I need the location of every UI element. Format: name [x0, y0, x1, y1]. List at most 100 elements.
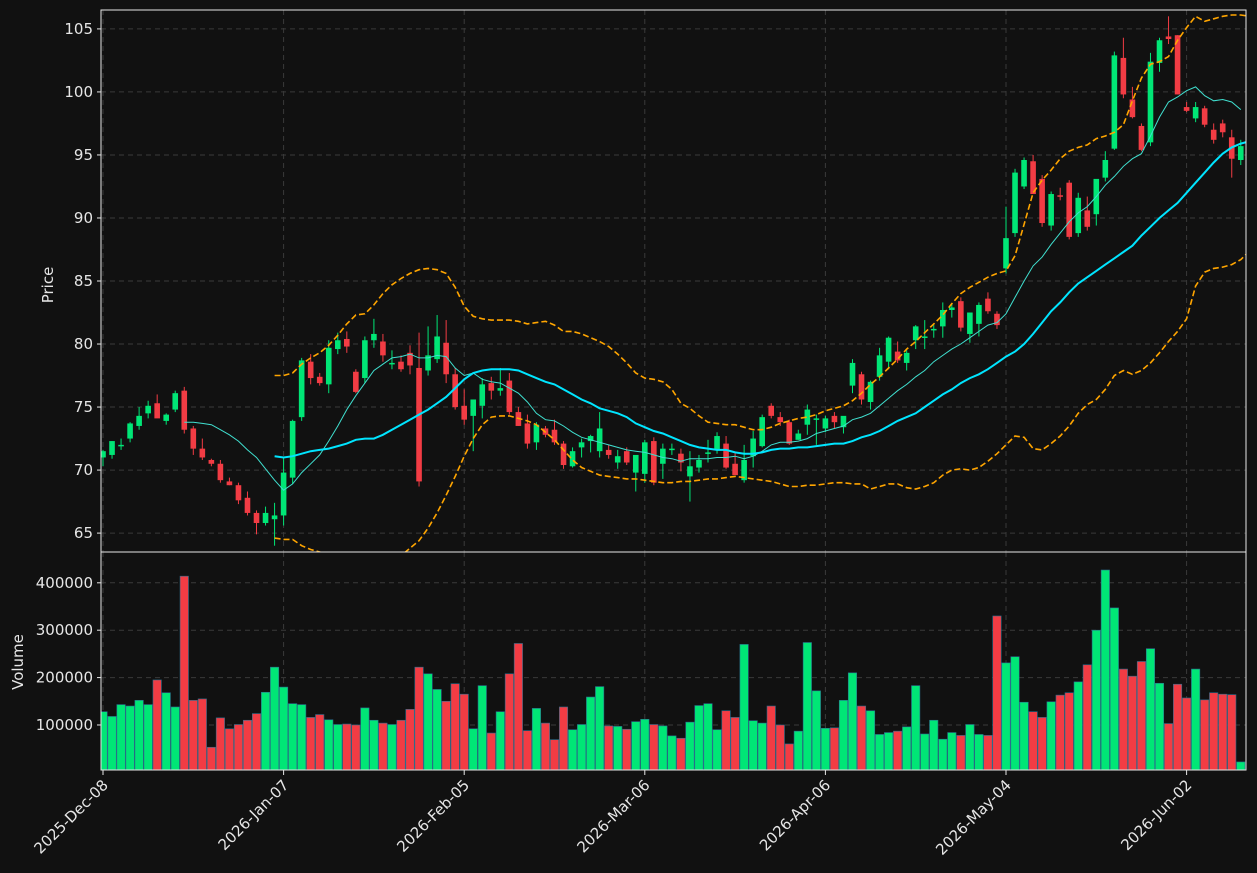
candle-down — [1210, 129, 1217, 140]
candle-down — [407, 352, 413, 366]
candle-down — [506, 380, 513, 413]
volume-bar — [1145, 648, 1155, 770]
volume-bar — [188, 700, 198, 770]
volume-bar — [270, 666, 280, 770]
candle-down — [985, 298, 991, 312]
volume-bar — [929, 719, 939, 770]
price-tick-label: 100 — [64, 83, 93, 101]
candle-down — [858, 374, 865, 400]
candle-up — [1192, 107, 1199, 119]
volume-bar — [134, 700, 144, 770]
candle-down — [226, 481, 233, 486]
candle-up — [867, 381, 874, 403]
candle-up — [470, 399, 477, 416]
candle-up — [750, 438, 756, 457]
volume-bar — [1064, 692, 1074, 770]
volume-bar — [1073, 681, 1083, 770]
candle-up — [569, 451, 576, 467]
candle-up — [840, 415, 847, 428]
candle-down — [217, 463, 224, 481]
volume-bar — [685, 721, 695, 770]
candle-up — [759, 417, 765, 447]
volume-bar — [595, 686, 605, 770]
candle-down — [1219, 123, 1226, 133]
candle-down — [488, 383, 495, 391]
candle-up — [127, 423, 133, 439]
candle-up — [1075, 197, 1082, 234]
volume-bar — [206, 746, 216, 770]
price-tick-label: 90 — [74, 209, 93, 227]
volume-bar — [351, 724, 361, 770]
volume-bar — [170, 706, 180, 770]
volume-bar — [1236, 761, 1246, 770]
candle-up — [289, 420, 296, 478]
volume-bar — [396, 719, 406, 770]
candle-up — [949, 307, 955, 310]
candle-up — [533, 424, 540, 443]
volume-bar — [1082, 664, 1092, 770]
candle-up — [136, 415, 142, 426]
candle-up — [976, 304, 982, 324]
volume-bar — [739, 644, 749, 770]
price-grid — [101, 10, 1246, 552]
candle-down — [1084, 210, 1091, 227]
volume-bar — [1091, 629, 1101, 770]
candle-up — [1021, 159, 1027, 187]
volume-bar — [829, 727, 839, 770]
candle-up — [497, 388, 504, 391]
candle-down — [723, 443, 729, 468]
price-tick-label: 75 — [74, 398, 93, 416]
sma-slow-line — [274, 141, 1246, 459]
candle-up — [1102, 159, 1109, 178]
volume-bar — [911, 685, 921, 770]
volume-bar — [847, 672, 858, 770]
candle-up — [587, 436, 594, 442]
candle-down — [1030, 161, 1036, 195]
volume-bar — [486, 732, 496, 770]
volume-bar — [640, 718, 650, 770]
volume-bar — [1037, 717, 1047, 770]
candle-up — [705, 452, 711, 454]
candle-up — [1012, 172, 1018, 234]
volume-bar — [297, 704, 307, 770]
volume-axis-ticks: 100000 200000 300000 400000 — [36, 574, 101, 734]
volume-bar — [766, 705, 776, 770]
price-axis-label: Price — [39, 267, 57, 304]
volume-bar — [224, 728, 234, 770]
candle-down — [1057, 195, 1063, 197]
volume-bar — [495, 711, 505, 770]
candle-up — [849, 362, 856, 386]
volume-bar — [775, 724, 785, 770]
candle-up — [632, 454, 639, 473]
volume-bar — [179, 575, 189, 770]
volume-bar — [360, 707, 370, 770]
candle-down — [678, 453, 684, 463]
volume-bar — [1191, 668, 1201, 770]
candle-down — [605, 449, 612, 455]
price-axis-ticks: 65 70 75 80 85 90 95 100 105 — [64, 20, 101, 542]
volume-bar — [161, 692, 171, 770]
volume-bar — [116, 704, 126, 770]
volume-bar — [387, 724, 397, 770]
volume-bar — [279, 686, 289, 770]
candle-down — [181, 390, 188, 430]
candle-up — [596, 428, 603, 452]
candle-up — [425, 355, 431, 371]
volume-bar — [658, 725, 668, 770]
volume-bar — [125, 705, 135, 770]
volume-bar — [559, 706, 569, 770]
volume-bar — [577, 724, 587, 770]
volume-bar — [622, 728, 632, 770]
candle-up — [172, 393, 179, 410]
volume-bar — [107, 716, 117, 770]
candle-up — [714, 436, 720, 450]
candle-up — [1156, 40, 1163, 63]
volume-bar — [974, 734, 984, 770]
candle-up — [1111, 55, 1118, 149]
volume-bar — [306, 717, 316, 770]
candle-up — [101, 451, 106, 458]
volume-bar — [143, 704, 153, 770]
volume-bar — [748, 720, 758, 770]
candle-down — [253, 512, 260, 524]
